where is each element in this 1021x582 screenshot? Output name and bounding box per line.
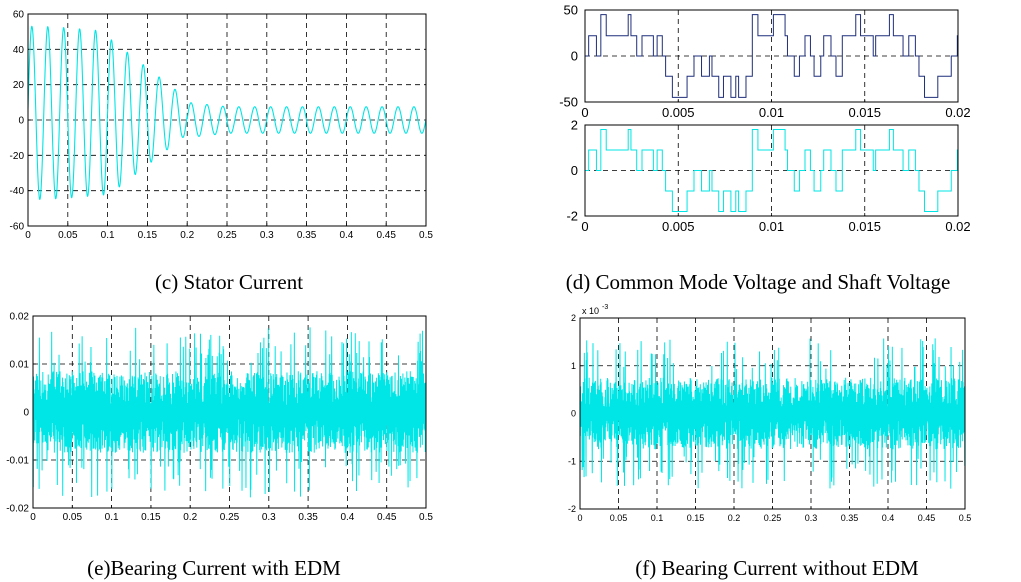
x-tick-label: 0.35 xyxy=(298,512,318,523)
y-multiplier-label: x 10 xyxy=(582,306,599,316)
series-line xyxy=(585,129,959,212)
x-tick-label: 0.45 xyxy=(918,513,936,523)
y-tick-label: 40 xyxy=(13,45,25,56)
y-tick-label: 0 xyxy=(571,163,578,178)
y-tick-label: 0 xyxy=(23,408,29,419)
x-tick-label: 0.01 xyxy=(759,219,784,234)
chart-bearing-current-no-edm: 0 0.05 0.1 0.15 0.2 0.25 0.3 0.35 0.4 0.45 0.5210-… xyxy=(568,304,971,523)
x-tick-label: 0.4 xyxy=(340,512,354,523)
x-tick-label: 0.45 xyxy=(377,512,397,523)
chart-bearing-current-edm: 0 0.05 0.1 0.15 0.2 0.25 0.3 0.35 0.4 0.45 0.5 0.02… xyxy=(6,312,433,524)
y-tick-label: -40 xyxy=(10,186,25,197)
y-tick-label: 50 xyxy=(564,3,578,18)
y-tick-label: -1 xyxy=(568,456,576,466)
x-tick-label: 0.3 xyxy=(805,513,818,523)
x-tick-label: 0.5 xyxy=(419,230,433,241)
x-tick-label: 0.15 xyxy=(138,230,158,241)
x-tick-label: 0.1 xyxy=(651,513,664,523)
chart-stator-current: 0 0.05 0.1 0.15 0.2 0.25 0.3 0.35 0.4 0.45 0.5 60 40… xyxy=(10,10,434,242)
x-tick-label: 0.1 xyxy=(105,512,119,523)
x-tick-label: 0.05 xyxy=(63,512,83,523)
x-tick-label: 0.005 xyxy=(662,105,695,120)
x-tick-label: 0.2 xyxy=(180,230,194,241)
caption-d: (d) Common Mode Voltage and Shaft Voltag… xyxy=(566,270,951,294)
y-tick-label: 0 xyxy=(571,49,578,64)
y-tick-label: 0.01 xyxy=(10,360,30,371)
plot-frame xyxy=(584,124,959,217)
plot-frame xyxy=(579,317,966,510)
x-tick-label: 0.15 xyxy=(141,512,161,523)
series-line xyxy=(32,327,427,498)
x-tick-label: 0.25 xyxy=(217,230,237,241)
y-tick-label: 0 xyxy=(571,409,576,419)
x-tick-label: 0.05 xyxy=(58,230,78,241)
x-tick-label: 0.4 xyxy=(339,230,353,241)
x-tick-label: 0 xyxy=(581,219,588,234)
x-tick-label: 0.25 xyxy=(764,513,782,523)
y-tick-label: -20 xyxy=(10,151,25,162)
caption-f: (f) Bearing Current without EDM xyxy=(635,556,919,580)
x-tick-label: 0.3 xyxy=(262,512,276,523)
series-line xyxy=(27,25,427,201)
x-tick-label: 0.45 xyxy=(376,230,396,241)
plot-frame xyxy=(32,315,427,509)
x-tick-label: 0.015 xyxy=(848,219,881,234)
series-line xyxy=(585,14,959,98)
x-tick-label: 0.35 xyxy=(297,230,317,241)
y-tick-label: 0.02 xyxy=(10,312,30,323)
y-tick-label: 2 xyxy=(571,313,576,323)
x-tick-label: 0.35 xyxy=(841,513,859,523)
series-line xyxy=(579,338,966,489)
x-tick-label: 0.01 xyxy=(759,105,784,120)
x-tick-label: 0 xyxy=(30,512,36,523)
y-tick-label: -2 xyxy=(568,504,576,514)
x-tick-label: 0.02 xyxy=(945,219,970,234)
x-tick-label: 0 xyxy=(581,105,588,120)
y-tick-label: -0.01 xyxy=(6,456,29,467)
caption-e: (e)Bearing Current with EDM xyxy=(87,556,341,580)
x-tick-label: 0.5 xyxy=(419,512,433,523)
x-tick-label: 0.005 xyxy=(662,219,695,234)
plot-frame xyxy=(584,9,959,103)
y-tick-label: 20 xyxy=(13,80,25,91)
y-tick-label: 1 xyxy=(571,361,576,371)
y-tick-label: 60 xyxy=(13,10,25,21)
y-tick-label: 2 xyxy=(571,118,578,133)
x-tick-label: 0.1 xyxy=(101,230,115,241)
x-tick-label: 0.2 xyxy=(183,512,197,523)
x-tick-label: 0.25 xyxy=(220,512,240,523)
x-tick-label: 0.15 xyxy=(687,513,705,523)
y-tick-label: 0 xyxy=(18,116,24,127)
x-tick-label: 0.02 xyxy=(945,105,970,120)
x-tick-label: 0 xyxy=(577,513,582,523)
y-tick-label: -60 xyxy=(10,222,25,233)
x-tick-label: 0.05 xyxy=(610,513,628,523)
x-tick-label: 0.4 xyxy=(882,513,895,523)
plot-frame xyxy=(27,13,427,227)
y-tick-label: -50 xyxy=(559,95,578,110)
x-tick-label: 0.2 xyxy=(728,513,741,523)
caption-c: (c) Stator Current xyxy=(155,270,303,294)
y-tick-label: -2 xyxy=(566,209,578,224)
x-tick-label: 0.015 xyxy=(848,105,881,120)
y-tick-label: -0.02 xyxy=(6,504,29,515)
x-tick-label: 0 xyxy=(25,230,31,241)
y-multiplier-exponent: -3 xyxy=(602,304,608,311)
x-tick-label: 0.3 xyxy=(260,230,274,241)
x-tick-label: 0.5 xyxy=(959,513,972,523)
